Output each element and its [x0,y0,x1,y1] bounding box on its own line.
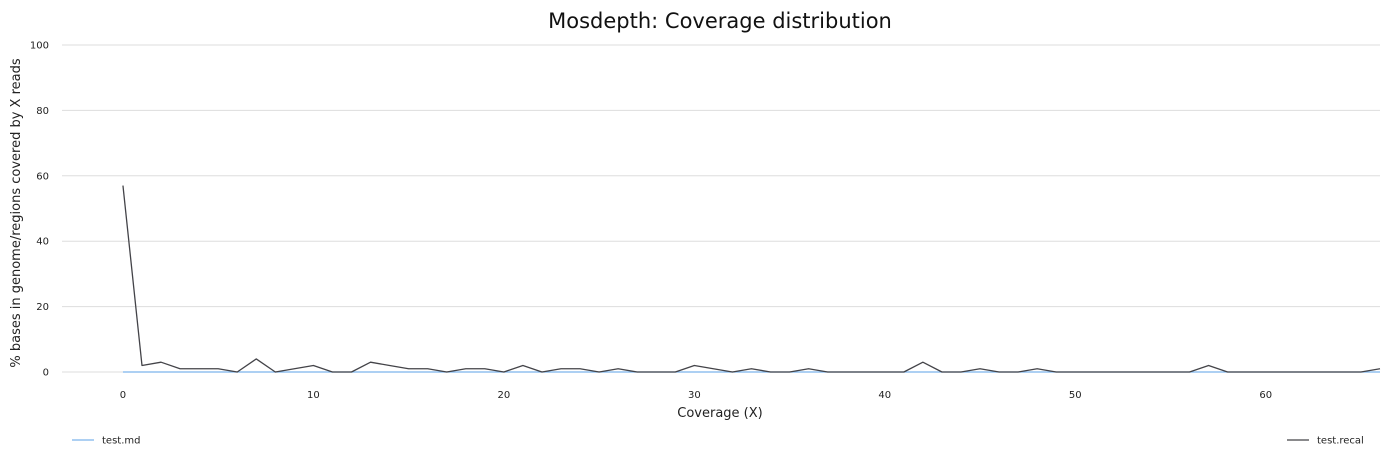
x-axis-title: Coverage (X) [677,406,762,421]
legend-item-test-recal[interactable]: test.recal [1287,436,1364,447]
chart-title: Mosdepth: Coverage distribution [548,9,892,33]
x-tick-label: 30 [688,390,701,401]
y-axis-title: % bases in genome/regions covered by X r… [9,58,24,367]
x-axis-ticks: 0 10 20 30 40 50 60 [120,390,1272,401]
legend[interactable]: test.md test.recal [72,436,1364,447]
x-tick-label: 10 [307,390,320,401]
y-tick-label: 0 [43,368,49,379]
y-tick-label: 40 [36,237,49,248]
legend-item-test-md[interactable]: test.md [72,436,140,447]
y-tick-label: 20 [36,302,49,313]
x-tick-label: 60 [1259,390,1272,401]
y-tick-label: 100 [30,41,49,52]
y-tick-label: 60 [36,171,49,182]
y-axis-ticks: 0 20 40 60 80 100 [30,41,49,379]
series-line-test-recal[interactable] [122,185,1381,373]
x-tick-label: 20 [498,390,511,401]
legend-label: test.recal [1317,436,1364,447]
x-tick-label: 40 [878,390,891,401]
legend-label: test.md [102,436,140,447]
x-tick-label: 50 [1069,390,1082,401]
x-tick-label: 0 [120,390,126,401]
series-lines [122,185,1381,373]
y-tick-label: 80 [36,106,49,117]
grid-lines [62,44,1380,373]
